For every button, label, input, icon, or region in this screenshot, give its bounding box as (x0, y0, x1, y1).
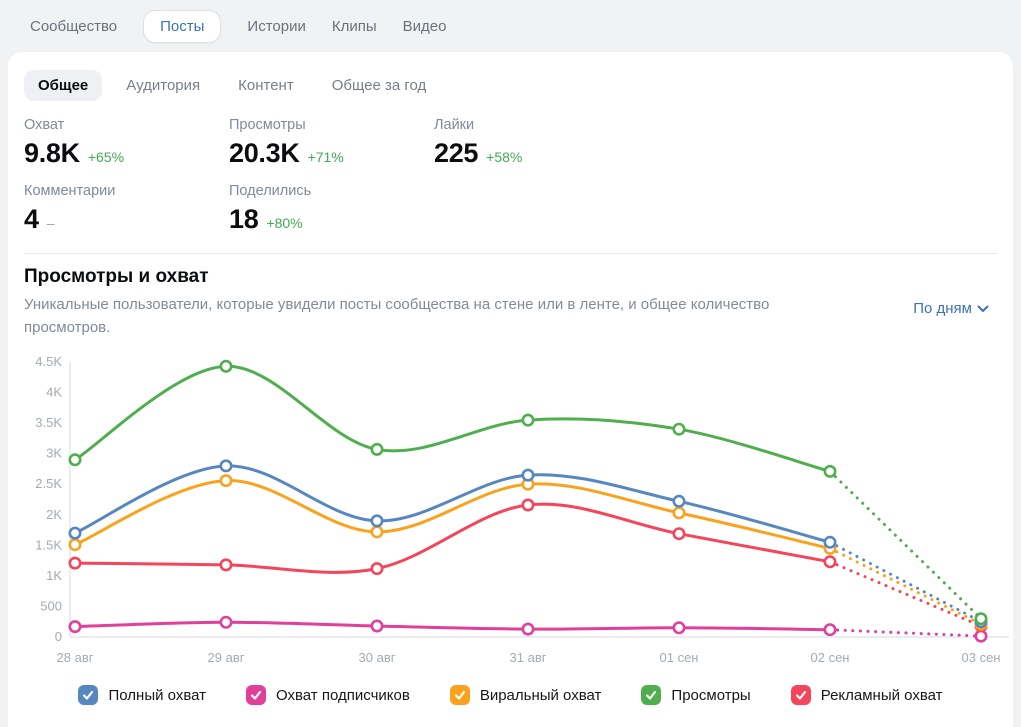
stat-value: 9.8K (24, 138, 80, 168)
stats-tabs: Общее Аудитория Контент Общее за год (16, 68, 1005, 103)
tab-general-year[interactable]: Общее за год (331, 77, 427, 94)
svg-text:03 сен: 03 сен (962, 650, 1001, 665)
section-divider (24, 253, 997, 254)
nav-item-community[interactable]: Сообщество (30, 17, 118, 35)
svg-text:4K: 4K (46, 385, 62, 400)
svg-text:29 авг: 29 авг (208, 650, 245, 665)
stat-likes: Лайки 225 +58% (434, 117, 639, 169)
top-navigation: Сообщество Посты Истории Клипы Видео (0, 0, 1021, 52)
period-selector-label: По дням (913, 300, 972, 317)
nav-item-clips[interactable]: Клипы (331, 17, 377, 35)
stat-label: Комментарии (24, 183, 116, 199)
legend-item-full-reach[interactable]: Полный охват (78, 685, 206, 705)
chart-legend: Полный охват Охват подписчиков Виральный… (16, 685, 1005, 705)
svg-text:500: 500 (40, 598, 62, 613)
checkbox-subscribers-reach-icon[interactable] (246, 685, 266, 705)
stat-views: Просмотры 20.3K +71% (229, 117, 434, 169)
stat-value: 225 (434, 138, 479, 168)
stat-delta: +65% (87, 149, 125, 165)
checkbox-viral-reach-icon[interactable] (449, 685, 470, 705)
stat-delta: +71% (307, 149, 344, 165)
stat-value: 20.3K (229, 138, 300, 168)
chart-title: Просмотры и охват (24, 266, 209, 287)
nav-item-posts[interactable]: Посты (143, 9, 222, 43)
checkbox-full-reach-icon[interactable] (78, 685, 99, 705)
svg-text:2.5K: 2.5K (35, 476, 62, 491)
stat-delta: – (46, 215, 55, 231)
svg-text:31 авг: 31 авг (510, 650, 547, 665)
checkbox-views-icon[interactable] (641, 685, 662, 705)
legend-label: Полный охват (108, 686, 206, 704)
stat-value: 18 (229, 204, 259, 234)
stat-value: 4 (24, 204, 39, 234)
svg-text:1.5K: 1.5K (35, 537, 62, 552)
svg-text:28 авг: 28 авг (57, 650, 94, 665)
chevron-down-icon (977, 305, 989, 312)
legend-label: Просмотры (671, 686, 751, 704)
summary-stats: Охват 9.8K +65% Просмотры 20.3K +71% Лай… (16, 103, 1005, 235)
chart-canvas[interactable]: 0 500 1K 1.5K 2K 2.5K 3K 3.5K 4K 4.5K 28 авг 29 авг… (16, 339, 1009, 677)
nav-item-stories[interactable]: Истории (247, 17, 306, 35)
svg-text:30 авг: 30 авг (359, 650, 396, 665)
chart-subtitle: Уникальные пользователи, которые увидели… (24, 296, 770, 336)
tab-general[interactable]: Общее (24, 70, 103, 101)
checkbox-ad-reach-icon[interactable] (790, 685, 811, 705)
legend-item-viral-reach[interactable]: Виральный охват (449, 685, 602, 705)
legend-label: Охват подписчиков (276, 686, 410, 704)
svg-text:1K: 1K (46, 568, 62, 583)
svg-text:0: 0 (55, 629, 62, 644)
stat-label: Поделились (229, 183, 312, 199)
svg-text:01 сен: 01 сен (660, 650, 699, 665)
stats-card: Общее Аудитория Контент Общее за год Охв… (8, 52, 1013, 727)
svg-text:02 сен: 02 сен (811, 650, 850, 665)
stat-label: Охват (24, 117, 65, 133)
svg-text:3.5K: 3.5K (35, 415, 62, 430)
views-reach-line-chart[interactable]: 0 500 1K 1.5K 2K 2.5K 3K 3.5K 4K 4.5K 28 авг 29 авг… (24, 347, 1013, 672)
stat-shares: Поделились 18 +80% (229, 183, 434, 235)
nav-item-video[interactable]: Видео (402, 17, 447, 35)
stat-label: Лайки (434, 117, 475, 133)
legend-item-views[interactable]: Просмотры (641, 685, 751, 705)
stat-delta: +80% (266, 215, 303, 231)
stat-comments: Комментарии 4 – (24, 183, 229, 235)
legend-label: Виральный охват (479, 686, 602, 704)
legend-label: Рекламный охват (820, 686, 943, 704)
tab-content[interactable]: Контент (238, 77, 294, 94)
legend-item-subscribers-reach[interactable]: Охват подписчиков (246, 685, 410, 705)
stat-label: Просмотры (229, 117, 306, 133)
svg-text:3K: 3K (46, 446, 62, 461)
chart-section-header: Просмотры и охват Уникальные пользовател… (16, 254, 1005, 339)
legend-item-ad-reach[interactable]: Рекламный охват (790, 685, 943, 705)
svg-text:2K: 2K (46, 507, 62, 522)
stat-delta: +58% (486, 149, 523, 165)
stat-reach: Охват 9.8K +65% (24, 117, 229, 169)
tab-audience[interactable]: Аудитория (126, 77, 201, 94)
period-selector-dropdown[interactable]: По дням (913, 300, 989, 317)
svg-text:4.5K: 4.5K (35, 354, 62, 369)
